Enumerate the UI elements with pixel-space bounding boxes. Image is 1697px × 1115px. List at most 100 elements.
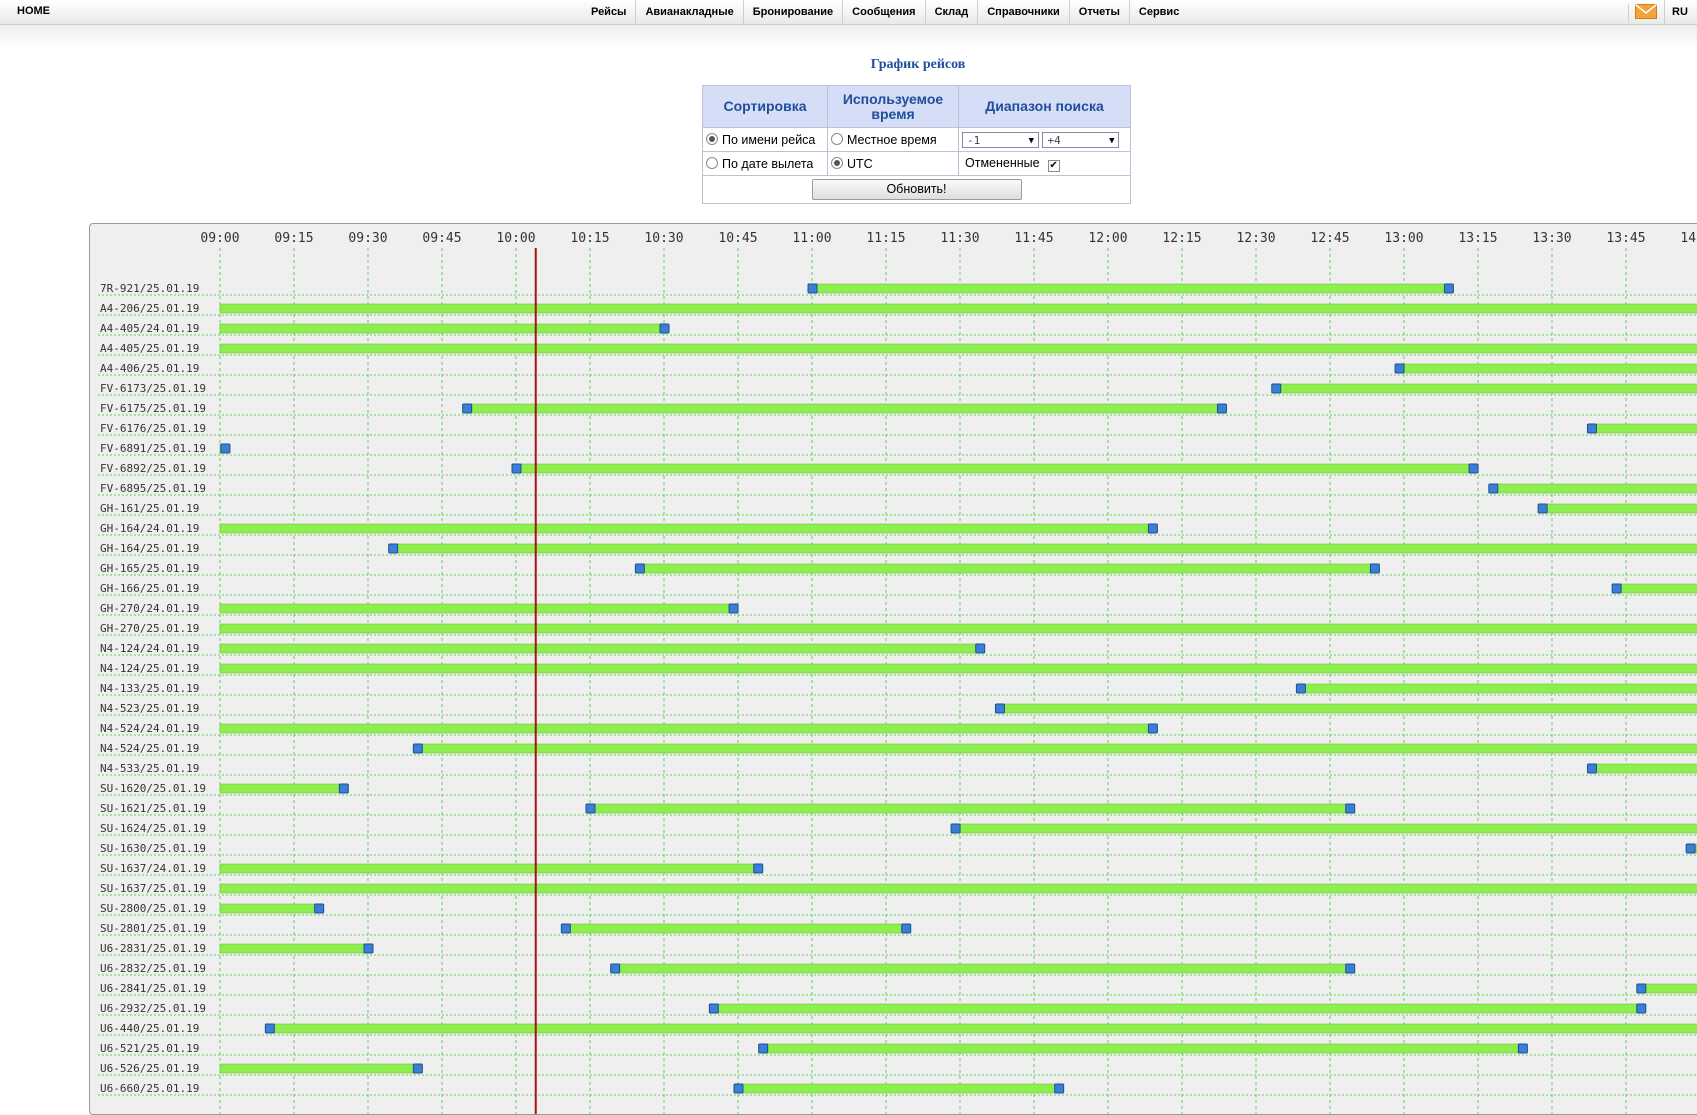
range-from-select[interactable]: -1 ▼ <box>962 131 1039 148</box>
menu-item-warehouse[interactable]: Склад <box>924 0 978 24</box>
departure-marker <box>807 283 818 294</box>
flight-bar <box>392 543 1697 554</box>
cancelled-checkbox[interactable]: ✔ <box>1047 159 1060 172</box>
language-switch[interactable]: RU <box>1664 0 1688 24</box>
flight-label: N4-124/25.01.19 <box>100 662 199 675</box>
flight-bar <box>219 863 759 874</box>
flight-label: GH-161/25.01.19 <box>100 502 199 515</box>
arrival-marker <box>1216 403 1227 414</box>
flight-bar <box>219 623 1697 634</box>
arrival-marker <box>728 603 739 614</box>
time-tick-label: 12:45 <box>1310 231 1349 246</box>
departure-marker <box>1537 503 1548 514</box>
departure-marker <box>1586 763 1597 774</box>
nav-shadow <box>0 25 1697 47</box>
flight-bar <box>1615 583 1697 594</box>
departure-marker <box>610 963 621 974</box>
flight-label: U6-2841/25.01.19 <box>100 982 206 995</box>
menu-item-flights[interactable]: Рейсы <box>591 6 627 18</box>
top-nav-bar: HOME Рейсы Авианакладные Бронирование Со… <box>0 0 1697 25</box>
arrival-marker <box>1054 1083 1065 1094</box>
range-to-select[interactable]: +4 ▼ <box>1042 131 1120 148</box>
flight-bar <box>219 723 1153 734</box>
flight-bar <box>1398 363 1697 374</box>
refresh-button[interactable]: Обновить! <box>811 179 1022 200</box>
time-header: Используемое время <box>827 85 959 128</box>
flight-label: U6-440/25.01.19 <box>100 1022 199 1035</box>
flight-bar <box>219 663 1697 674</box>
arrival-marker <box>1443 283 1454 294</box>
dropdown-arrow-icon: ▼ <box>1028 135 1034 146</box>
envelope-icon[interactable] <box>1628 3 1663 22</box>
menu-item-directories[interactable]: Справочники <box>977 0 1069 24</box>
time-tick-label: 13:00 <box>1384 231 1423 246</box>
arrival-marker <box>314 903 325 914</box>
sort-by-name-radio[interactable] <box>706 132 718 145</box>
arrival-marker <box>1345 803 1356 814</box>
arrival-marker <box>1468 463 1479 474</box>
flight-bar <box>737 1083 1059 1094</box>
utc-radio[interactable] <box>831 156 843 169</box>
flight-schedule-chart: 09:00 09:15 09:30 09:45 10:00 10:15 10:30 10:45… <box>89 223 1697 1115</box>
menu-item-booking[interactable]: Бронирование <box>742 0 842 24</box>
main-menu: Рейсы Авианакладные Бронирование Сообщен… <box>582 0 1188 24</box>
departure-marker <box>1611 583 1622 594</box>
departure-marker <box>1488 483 1499 494</box>
time-tick-label: 13:30 <box>1532 231 1571 246</box>
flight-label: GH-165/25.01.19 <box>100 562 199 575</box>
departure-marker <box>560 923 571 934</box>
flight-bar <box>219 643 981 654</box>
flight-bar <box>219 603 734 614</box>
sort-by-name-label: По имени рейса <box>722 132 816 147</box>
flight-bar <box>1640 983 1697 994</box>
flight-bar <box>219 903 319 914</box>
flight-label: FV-6173/25.01.19 <box>100 382 206 395</box>
time-tick-label: 10:00 <box>496 231 535 246</box>
flight-label: SU-1621/25.01.19 <box>100 802 206 815</box>
menu-item-reports[interactable]: Отчеты <box>1068 0 1129 24</box>
time-tick-label: 14:00 <box>1680 231 1697 246</box>
menu-item-airwaybills[interactable]: Авианакладные <box>635 0 742 24</box>
sort-by-date-radio[interactable] <box>706 156 718 169</box>
gantt-svg: 09:00 09:15 09:30 09:45 10:00 10:15 10:30 10:45… <box>98 231 1697 1114</box>
arrival-marker <box>363 943 374 954</box>
time-tick-label: 10:45 <box>718 231 757 246</box>
menu-item-messages[interactable]: Сообщения <box>842 0 924 24</box>
time-tick-label: 09:45 <box>422 231 461 246</box>
local-time-label: Местное время <box>847 132 937 147</box>
arrival-marker <box>1345 963 1356 974</box>
flight-label: GH-164/24.01.19 <box>100 522 199 535</box>
flight-label: A4-405/24.01.19 <box>100 322 199 335</box>
time-tick-label: 12:00 <box>1088 231 1127 246</box>
local-time-option[interactable]: Местное время <box>827 127 959 152</box>
utc-option[interactable]: UTC <box>827 151 959 176</box>
flight-bar <box>1591 423 1697 434</box>
range-to-value: +4 <box>1047 133 1061 147</box>
time-tick-label: 12:30 <box>1236 231 1275 246</box>
flight-bar <box>811 283 1449 294</box>
sort-by-name-option[interactable]: По имени рейса <box>702 127 828 152</box>
range-from-value: -1 <box>967 133 981 147</box>
page-title: График рейсов <box>870 57 966 72</box>
departure-marker <box>585 803 596 814</box>
flight-label: SU-2801/25.01.19 <box>100 922 206 935</box>
local-time-radio[interactable] <box>831 132 843 145</box>
menu-item-service[interactable]: Сервис <box>1128 0 1188 24</box>
flight-label: N4-523/25.01.19 <box>100 702 199 715</box>
flight-label: U6-2932/25.01.19 <box>100 1002 206 1015</box>
departure-marker <box>511 463 522 474</box>
arrival-marker <box>1147 723 1158 734</box>
arrival-marker <box>1636 1003 1647 1014</box>
cancelled-label: Отмененные <box>965 155 1040 170</box>
flight-label: U6-526/25.01.19 <box>100 1062 199 1075</box>
flight-bar <box>219 783 344 794</box>
flight-label: FV-6175/25.01.19 <box>100 402 206 415</box>
home-link[interactable]: HOME <box>17 5 50 17</box>
sort-by-date-option[interactable]: По дате вылета <box>702 151 828 176</box>
arrival-marker <box>659 323 670 334</box>
cancelled-option[interactable]: Отмененные ✔ <box>958 151 1131 176</box>
flight-label: N4-524/24.01.19 <box>100 722 199 735</box>
arrival-marker <box>1517 1043 1528 1054</box>
sort-header: Сортировка <box>702 85 828 128</box>
flight-label: SU-1637/24.01.19 <box>100 862 206 875</box>
